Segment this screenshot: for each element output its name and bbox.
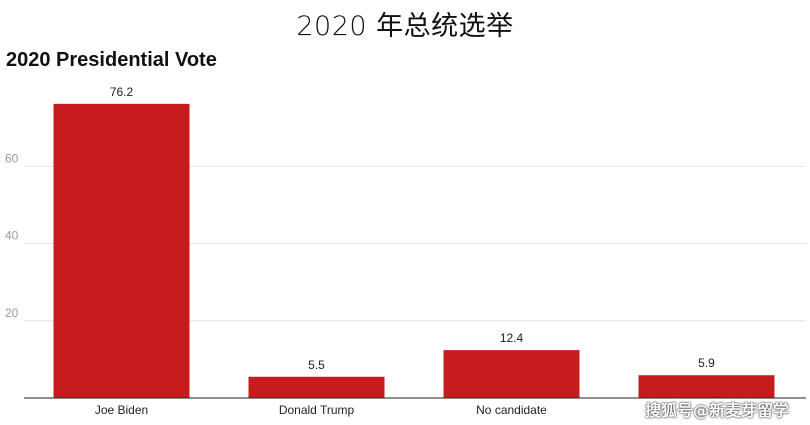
bars [53, 103, 775, 399]
bar [53, 103, 190, 399]
page-heading: 2020 年总统选举 [296, 11, 514, 42]
value-label: 76.2 [110, 85, 134, 99]
category-label: Joe Biden [95, 403, 148, 417]
value-label: 5.5 [308, 358, 325, 372]
watermark: 搜狐号@新麦芽留学 [645, 401, 790, 420]
y-axis-ticks: 20 40 60 [5, 151, 19, 319]
value-label: 12.4 [500, 331, 524, 345]
bar [638, 375, 775, 398]
category-label: Donald Trump [279, 403, 355, 417]
value-label: 5.9 [698, 356, 715, 370]
chart-title: 2020 Presidential Vote [6, 49, 217, 71]
y-tick-label: 40 [5, 229, 19, 243]
bar [443, 350, 580, 398]
y-tick-label: 20 [5, 306, 19, 320]
y-tick-label: 60 [5, 151, 19, 165]
value-labels: 76.2 5.5 12.4 5.9 [110, 85, 715, 372]
bar [248, 376, 385, 398]
category-labels: Joe Biden Donald Trump No candidate [95, 403, 547, 417]
category-label: No candidate [476, 403, 547, 417]
